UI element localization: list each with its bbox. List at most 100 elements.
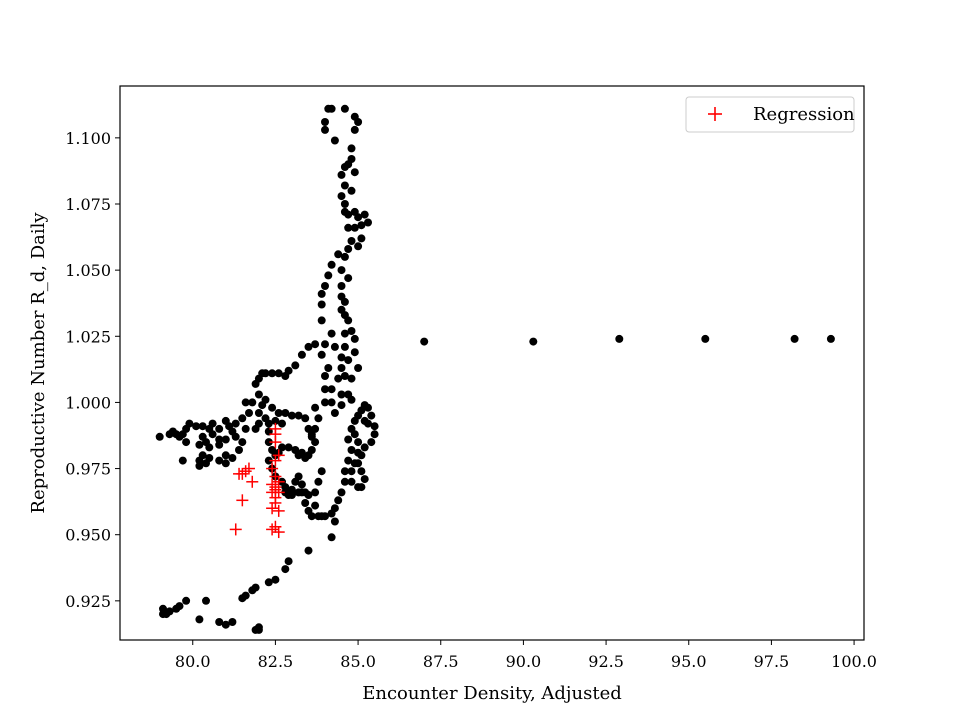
data-point bbox=[347, 467, 356, 476]
data-point bbox=[354, 364, 363, 372]
regression-points bbox=[229, 422, 285, 539]
regression-point bbox=[269, 454, 282, 467]
data-point bbox=[354, 483, 363, 492]
data-point bbox=[297, 350, 306, 359]
data-point bbox=[317, 350, 326, 359]
y-tick-label: 1.050 bbox=[65, 261, 111, 280]
plot-frame bbox=[119, 85, 865, 641]
data-point bbox=[297, 448, 306, 457]
data-point bbox=[317, 316, 326, 325]
data-point bbox=[350, 334, 359, 343]
legend-label-regression: Regression bbox=[753, 104, 855, 125]
data-point bbox=[321, 372, 329, 380]
data-point bbox=[350, 168, 359, 177]
data-point bbox=[337, 364, 346, 372]
data-point bbox=[317, 289, 326, 298]
data-point bbox=[330, 409, 339, 417]
data-point bbox=[215, 456, 224, 465]
data-point bbox=[340, 252, 349, 261]
data-point bbox=[347, 237, 356, 245]
data-point bbox=[301, 499, 310, 507]
data-point bbox=[340, 329, 349, 338]
data-point bbox=[311, 403, 320, 412]
data-point bbox=[364, 403, 372, 412]
data-point bbox=[340, 297, 349, 306]
data-point bbox=[347, 395, 356, 404]
data-point bbox=[221, 459, 230, 468]
data-point bbox=[350, 125, 359, 134]
data-point bbox=[337, 192, 346, 201]
data-point bbox=[321, 282, 329, 290]
data-point bbox=[529, 337, 538, 346]
data-point bbox=[307, 512, 316, 521]
data-point bbox=[281, 565, 290, 574]
x-tick-label: 87.5 bbox=[423, 652, 459, 671]
data-point bbox=[790, 334, 799, 343]
data-point bbox=[221, 435, 230, 444]
series-points bbox=[155, 104, 835, 634]
data-point bbox=[370, 422, 379, 431]
data-point bbox=[354, 448, 363, 457]
y-axis-label: Reproductive Number R_d, Daily bbox=[28, 212, 49, 514]
regression-point bbox=[266, 523, 279, 536]
data-point bbox=[202, 459, 210, 468]
data-point bbox=[334, 496, 343, 505]
legend-box bbox=[685, 96, 855, 133]
data-point bbox=[311, 488, 320, 497]
data-point bbox=[264, 438, 273, 447]
data-point bbox=[350, 430, 359, 439]
data-point bbox=[311, 340, 320, 349]
data-point bbox=[354, 242, 363, 251]
x-tick-label: 80.0 bbox=[175, 652, 211, 671]
data-point bbox=[420, 337, 429, 346]
y-tick-label: 0.975 bbox=[65, 460, 111, 479]
data-point bbox=[340, 467, 349, 476]
data-point bbox=[228, 454, 237, 462]
data-point bbox=[321, 125, 329, 134]
data-point bbox=[321, 398, 329, 407]
x-tick-label: 100.0 bbox=[831, 652, 877, 671]
data-point bbox=[287, 411, 296, 420]
data-point bbox=[317, 512, 326, 521]
data-point bbox=[248, 586, 257, 595]
data-point bbox=[344, 274, 353, 283]
regression-point bbox=[269, 436, 282, 449]
data-point bbox=[327, 329, 336, 338]
data-point bbox=[241, 424, 250, 433]
y-tick-label: 1.025 bbox=[65, 327, 111, 346]
data-point bbox=[340, 477, 349, 486]
data-point bbox=[261, 395, 270, 404]
data-point bbox=[294, 411, 303, 420]
data-point bbox=[198, 422, 207, 431]
x-axis: 80.0 82.5 85.0 87.5 90.0 92.5 95.0 97.5 100.0 bbox=[175, 640, 877, 671]
y-tick-label: 1.100 bbox=[65, 129, 111, 148]
data-point bbox=[231, 419, 240, 428]
data-point bbox=[347, 446, 356, 454]
data-point bbox=[155, 432, 164, 441]
data-point bbox=[301, 414, 310, 423]
x-tick-label: 90.0 bbox=[506, 652, 542, 671]
data-point bbox=[182, 596, 191, 605]
regression-point bbox=[272, 504, 285, 517]
data-point bbox=[205, 443, 214, 452]
data-point bbox=[357, 234, 366, 243]
data-point bbox=[241, 398, 250, 407]
data-point bbox=[238, 594, 247, 603]
data-point bbox=[337, 401, 346, 410]
data-point bbox=[215, 424, 224, 433]
data-point bbox=[254, 390, 263, 399]
data-point bbox=[264, 419, 273, 428]
data-point bbox=[172, 604, 181, 613]
data-point bbox=[364, 419, 372, 428]
data-point bbox=[195, 615, 204, 624]
data-point bbox=[291, 446, 300, 454]
data-point bbox=[330, 504, 339, 513]
data-point bbox=[264, 578, 273, 587]
data-point bbox=[304, 546, 313, 555]
data-point bbox=[367, 411, 376, 420]
data-point bbox=[340, 181, 349, 190]
data-point bbox=[370, 430, 379, 439]
data-point bbox=[344, 435, 353, 444]
x-tick-label: 85.0 bbox=[340, 652, 376, 671]
